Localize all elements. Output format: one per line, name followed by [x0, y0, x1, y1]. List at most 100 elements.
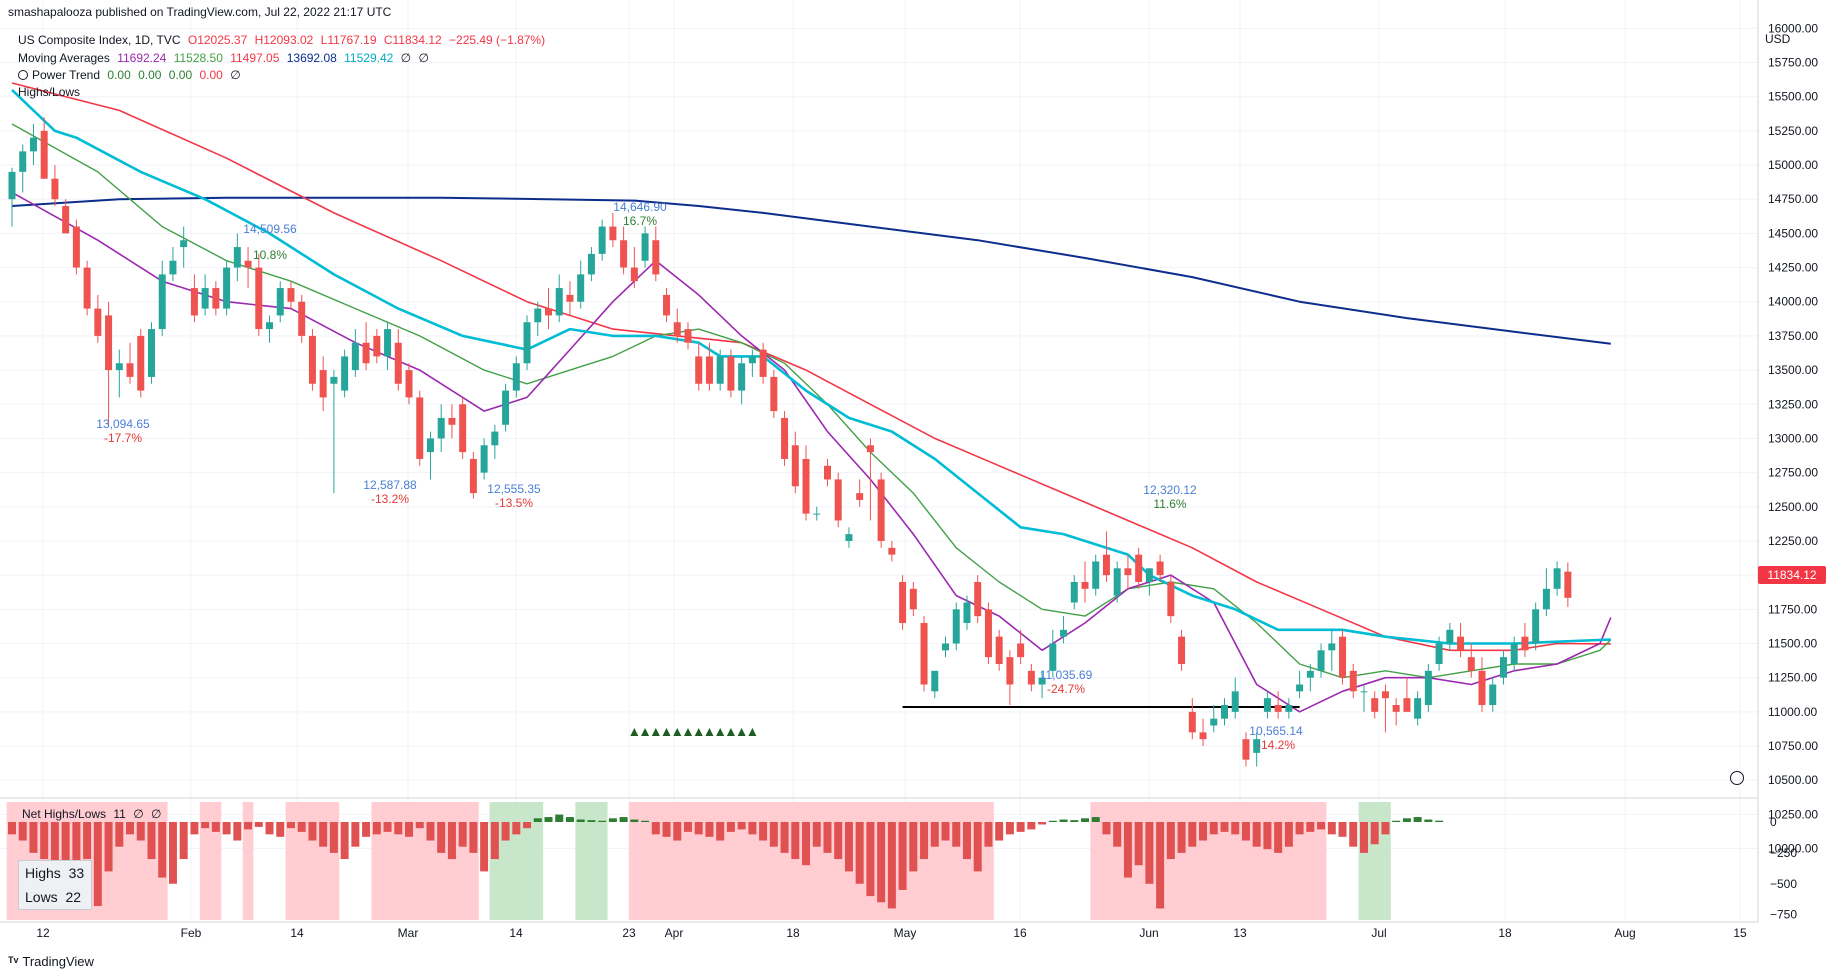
nhl-bar	[29, 822, 38, 853]
symbol-name[interactable]: US Composite Index, 1D, TVC	[18, 33, 181, 47]
candle-body	[83, 267, 91, 309]
candle-body	[459, 404, 467, 453]
candle-body	[480, 445, 488, 473]
ma-value-3: 11497.05	[230, 51, 280, 65]
nhl-title-label[interactable]: Net Highs/Lows	[22, 807, 107, 821]
time-tick-label: May	[894, 926, 917, 940]
candle-body	[641, 233, 649, 261]
power-trend-marker	[662, 728, 671, 736]
candle-body	[115, 363, 123, 371]
nhl-bar	[565, 817, 574, 822]
annotation-pct: -13.2%	[371, 492, 409, 506]
price-tick-label: 15500.00	[1768, 90, 1818, 104]
symbol-legend[interactable]: US Composite Index, 1D, TVC O12025.37 H1…	[18, 32, 549, 48]
candle-body	[1199, 732, 1207, 740]
candle-body	[1274, 705, 1282, 712]
power-trend-marker	[630, 728, 639, 736]
candle-body	[1392, 705, 1400, 712]
candle-body	[1457, 636, 1465, 651]
power-trend-label[interactable]: Power Trend	[32, 68, 101, 82]
candle-body	[995, 636, 1003, 664]
candle-body	[1049, 643, 1057, 671]
clock-icon[interactable]	[1730, 771, 1744, 785]
nhl-bar	[480, 822, 489, 872]
ohlc-close: C11834.12	[383, 33, 442, 47]
power-trend-legend[interactable]: Power Trend 0.00 0.00 0.00 0.00 ∅	[18, 67, 245, 83]
price-tick-label: 15000.00	[1768, 158, 1818, 172]
highs-lows-legend[interactable]: Highs/Lows	[18, 85, 81, 99]
candle-body	[952, 609, 960, 644]
candle-body	[158, 274, 166, 330]
nhl-bar	[1241, 822, 1250, 841]
price-axis[interactable]: 16000.00 15750.00 15500.00 15250.00 15000.00…	[1768, 21, 1818, 855]
nhl-bar	[168, 822, 177, 884]
nhl-bar	[662, 822, 671, 837]
time-tick-label: 14	[290, 926, 304, 940]
time-axis[interactable]: 12 Feb 14 Mar 14 23 Apr 18 May 16 Jun 13 Jul 18 Aug 15	[36, 926, 1747, 940]
nhl-bar	[630, 819, 639, 822]
ma-value-7: ∅	[418, 51, 429, 65]
nhl-bar	[1413, 817, 1422, 822]
time-tick-label: Jun	[1139, 926, 1158, 940]
nhl-bar	[1027, 822, 1036, 830]
candle-body	[180, 240, 188, 248]
nhl-bar	[866, 822, 875, 897]
annotation-pct: -17.7%	[104, 431, 142, 445]
candle-body	[40, 130, 48, 179]
candle-body	[341, 356, 349, 391]
nhl-bar	[136, 822, 145, 841]
nhl-bar	[405, 822, 414, 837]
time-tick-label: Jul	[1371, 926, 1386, 940]
power-trend-marker	[716, 728, 725, 736]
candle-body	[1478, 670, 1486, 706]
highs-lows-box: Highs 33 Lows 22	[18, 860, 92, 910]
nhl-title-value-2: ∅	[133, 807, 144, 821]
candle-body	[1532, 609, 1540, 644]
candle-body	[652, 240, 660, 275]
candle-body	[673, 322, 681, 336]
nhl-bar	[1252, 822, 1261, 847]
nhl-title-value-1: 11	[113, 807, 126, 821]
price-tick-label: 10250.00	[1768, 807, 1818, 821]
nhl-bar	[834, 822, 843, 860]
nhl-bar	[501, 822, 510, 841]
zone-pink	[285, 802, 340, 920]
candle-body	[888, 547, 896, 555]
candle-body	[1263, 698, 1271, 712]
candle-body	[255, 267, 263, 330]
moving-averages-legend[interactable]: Moving Averages 11692.24 11528.50 11497.…	[18, 50, 433, 66]
nhl-bar	[437, 822, 446, 853]
candle-body	[1070, 581, 1078, 603]
candle-body	[105, 315, 113, 371]
nhl-bar	[619, 817, 628, 822]
tv-logo-icon: ᵀᵛ	[8, 954, 19, 969]
candle-body	[298, 301, 306, 336]
candle-body	[94, 308, 102, 336]
nhl-bar	[748, 822, 757, 835]
ma-label[interactable]: Moving Averages	[18, 51, 110, 65]
candle-body	[1231, 691, 1239, 712]
annotation-price: 12,555.35	[487, 482, 541, 496]
candle-body	[845, 534, 853, 541]
candle-body	[920, 622, 928, 685]
nhl-bar	[726, 822, 735, 832]
net-highs-lows-title[interactable]: Net Highs/Lows 11 ∅ ∅	[22, 806, 165, 822]
candle-body	[1339, 636, 1347, 678]
candle-body	[319, 370, 327, 398]
price-tick-label: 12250.00	[1768, 534, 1818, 548]
nhl-bar	[1199, 822, 1208, 841]
candle-body	[587, 253, 595, 275]
tradingview-logo[interactable]: ᵀᵛ TradingView	[8, 954, 94, 969]
candle-body	[1167, 581, 1175, 617]
nhl-bar	[898, 822, 907, 890]
price-tick-label: 13750.00	[1768, 329, 1818, 343]
highs-label: Highs	[25, 865, 61, 881]
candle-body	[1317, 650, 1325, 671]
nhl-bar	[973, 822, 982, 872]
nhl-bar	[544, 817, 553, 822]
nhl-bar	[83, 822, 92, 860]
nhl-bar	[1113, 822, 1122, 847]
price-tick-label: 16000.00	[1768, 21, 1818, 35]
candle-body	[233, 247, 241, 268]
